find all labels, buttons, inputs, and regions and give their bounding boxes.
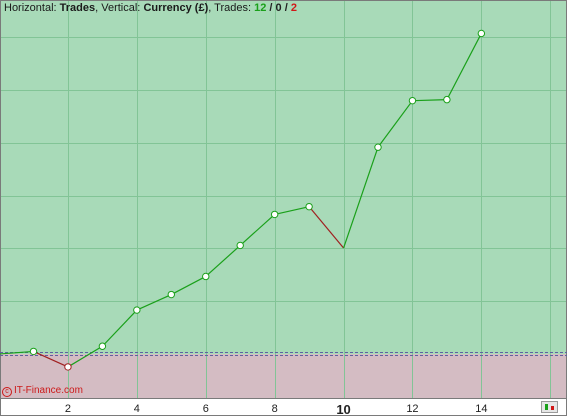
- equity-segment-up: [67, 345, 103, 368]
- x-tick-label: 14: [475, 403, 487, 415]
- x-tick-label: 6: [203, 403, 209, 415]
- equity-segment-up: [101, 309, 138, 347]
- profit-zone: [0, 0, 567, 354]
- copyright-credit[interactable]: c IT-Finance.com: [2, 385, 83, 397]
- vertical-value: Currency (£): [143, 2, 209, 14]
- chart-type-button[interactable]: [541, 401, 558, 413]
- trade-point: [443, 95, 451, 104]
- equity-segment-up: [136, 293, 172, 311]
- trades-sep-1: /: [269, 2, 273, 14]
- equity-segment-up: [446, 33, 482, 100]
- trades-label: Trades:: [214, 2, 252, 14]
- trade-point: [133, 306, 141, 314]
- trade-point: [305, 202, 313, 211]
- equity-segment-up: [0, 350, 34, 355]
- equity-segment-up: [239, 213, 276, 246]
- trades-win-count: 12: [254, 2, 267, 14]
- copyright-icon: c: [2, 387, 12, 397]
- equity-segment-up: [342, 147, 379, 249]
- zero-line: [0, 352, 567, 356]
- equity-segment-up: [274, 206, 310, 215]
- equity-segment-up: [412, 99, 447, 102]
- trades-loss-count: 2: [290, 2, 297, 14]
- x-axis-ticks: 246810121416: [65, 402, 556, 416]
- trade-point: [408, 96, 417, 105]
- x-tick-label: 10: [336, 402, 350, 416]
- trade-point: [374, 143, 382, 151]
- equity-segment-down: [33, 350, 69, 368]
- x-tick-label: 4: [134, 403, 140, 415]
- trade-point: [98, 342, 107, 350]
- horizontal-label: Horizontal:: [4, 2, 57, 14]
- chart-header: Horizontal: Trades, Vertical: Currency (…: [4, 2, 297, 14]
- equity-line: [0, 33, 482, 368]
- trade-point: [236, 241, 244, 250]
- equity-segment-up: [377, 100, 413, 148]
- x-tick-label: 2: [65, 403, 71, 415]
- horizontal-value: Trades: [59, 2, 96, 14]
- trade-point: [270, 210, 279, 219]
- trade-point: [29, 347, 38, 356]
- trade-point: [477, 29, 486, 38]
- loss-zone: [0, 354, 567, 398]
- trades-even-count: 0: [275, 2, 282, 14]
- x-tick-label: 8: [272, 403, 278, 415]
- trade-markers: [29, 29, 486, 371]
- x-tick-label: 12: [406, 403, 418, 415]
- credit-text: IT-Finance.com: [14, 385, 83, 396]
- trades-sep-2: /: [284, 2, 288, 14]
- equity-segment-up: [205, 244, 241, 277]
- equity-segment-up: [171, 275, 207, 296]
- vertical-label: Vertical:: [101, 2, 141, 14]
- trade-point: [64, 363, 72, 371]
- trade-point: [202, 272, 210, 281]
- equity-segment-down: [308, 206, 345, 249]
- trade-point: [167, 290, 176, 299]
